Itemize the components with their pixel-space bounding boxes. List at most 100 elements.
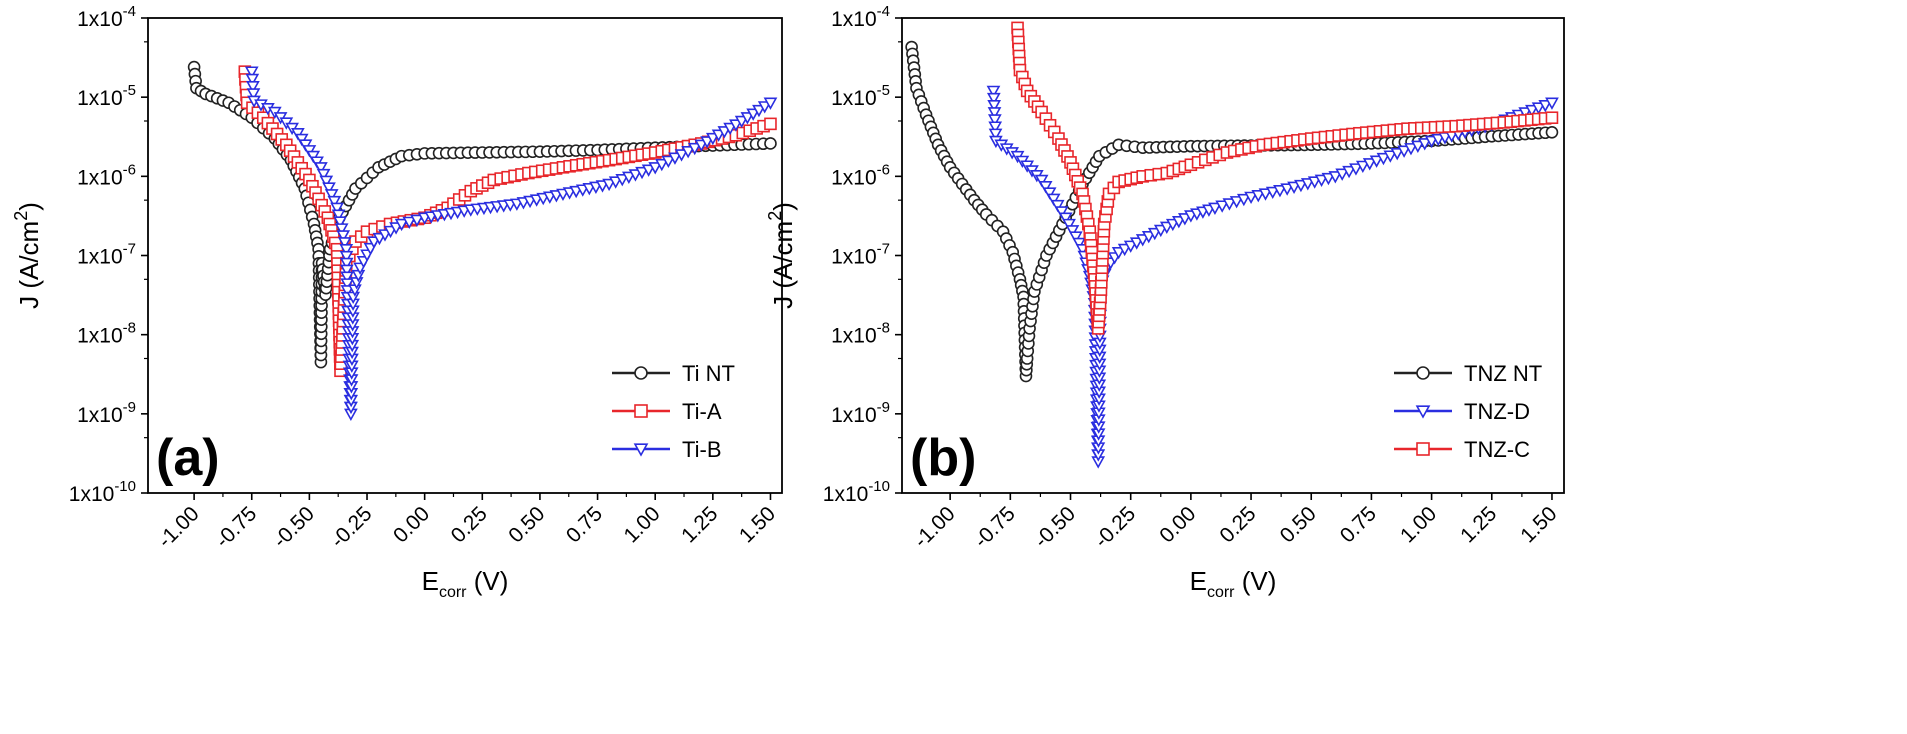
data-point [1054,206,1069,219]
y-tick-label: 1x10-10 [823,478,890,506]
legend-marker [633,443,649,457]
data-point [333,216,347,229]
data-point [641,164,656,177]
y-tick-label: 1x10-9 [77,399,136,427]
data-point [687,142,702,156]
data-point [602,178,616,192]
data-point [1355,160,1370,174]
panel-b-chart: -1.00 -0.75 -0.50 -0.25 0.00 0.25 0.50 0.75 1.00… [765,3,1565,601]
data-point [1038,181,1053,194]
legend: Ti NT Ti-A Ti-B [612,361,735,462]
data-point [1362,158,1377,171]
data-point [319,175,334,188]
x-tick-label: -1.00 [910,502,960,552]
data-point [1046,193,1061,206]
data-point [764,137,777,150]
y-axis-title: J (A/cm2) [11,202,44,309]
data-point [322,182,336,195]
legend-marker [1416,366,1430,380]
data-point [1215,200,1230,213]
data-point [1376,152,1391,166]
legend-marker [1415,405,1431,419]
data-point [337,237,352,250]
data-point [1072,237,1087,251]
legend-label: Ti-B [682,437,722,462]
data-point [327,195,342,209]
data-point [764,117,777,131]
data-point [1369,155,1384,168]
data-point [1129,237,1144,250]
data-point [763,97,778,110]
x-tick-label: -0.50 [269,502,319,552]
x-tick-label: -1.00 [154,502,204,552]
legend-label: Ti NT [682,361,735,386]
data-point [331,209,346,222]
data-point [608,176,623,189]
data-point [1236,193,1251,207]
legend-marker [634,404,648,418]
x-tick-label: 1.25 [1456,502,1501,547]
data-point [246,81,260,94]
data-point [654,158,669,172]
x-tick-label: 0.25 [1215,502,1260,547]
data-point [661,155,676,169]
data-point [1034,174,1049,188]
legend: TNZ NT TNZ-D TNZ-C [1394,361,1542,462]
data-point [621,171,636,184]
y-tick-label: 1x10-8 [77,320,136,348]
y-tick-label: 1x10-6 [831,161,890,189]
data-point [340,271,354,284]
data-point [988,121,1003,134]
data-point [1397,145,1411,158]
data-point [987,107,1002,120]
data-point [681,146,695,159]
x-tick-label: 1.25 [677,502,722,547]
y-tick-label: 1x10-4 [77,3,136,31]
data-point [1208,202,1222,215]
series-tnz-nt [905,40,1559,383]
panel-a-chart: -1.00 -0.75 -0.50 -0.25 0.00 0.25 0.50 0.75 1.00… [11,3,783,601]
x-tick-label: -0.25 [326,502,376,552]
panel-label: (a) [156,429,220,487]
data-point [674,149,689,162]
series-line [910,46,1553,378]
x-tick-label: 1.00 [1396,502,1441,547]
data-point [330,202,344,215]
data-point [1117,243,1132,257]
y-tick-label: 1x10-4 [831,3,890,31]
data-point [1273,185,1287,198]
data-point [1068,231,1083,244]
data-point [340,278,355,291]
data-point [1404,143,1418,156]
data-point [1390,147,1405,161]
data-point [1545,125,1559,139]
data-point [402,216,417,230]
panel-label: (b) [910,429,976,487]
x-tick-label: 0.50 [1276,502,1321,547]
data-point [339,264,354,277]
data-point [1545,111,1559,125]
legend-label: Ti-A [682,399,722,424]
data-point [1335,168,1350,181]
data-point [1545,97,1559,110]
data-point [1050,199,1065,213]
x-tick-label: 1.50 [735,502,780,547]
data-point [324,189,339,202]
data-point [334,223,349,236]
series-ti-a [238,65,777,378]
data-point [1383,150,1398,163]
legend-marker [634,366,648,380]
series-ti-b [244,66,778,421]
data-point [1538,99,1553,113]
legend-label: TNZ-C [1464,437,1530,462]
x-tick-label: -0.75 [211,502,261,552]
data-point [1065,225,1080,238]
data-point [1123,240,1138,253]
data-point [314,162,328,175]
data-point [1321,172,1336,186]
x-tick-label: 0.00 [389,502,434,547]
data-point [1251,190,1266,203]
x-tick-label: -0.75 [970,502,1020,552]
data-point [410,214,424,227]
